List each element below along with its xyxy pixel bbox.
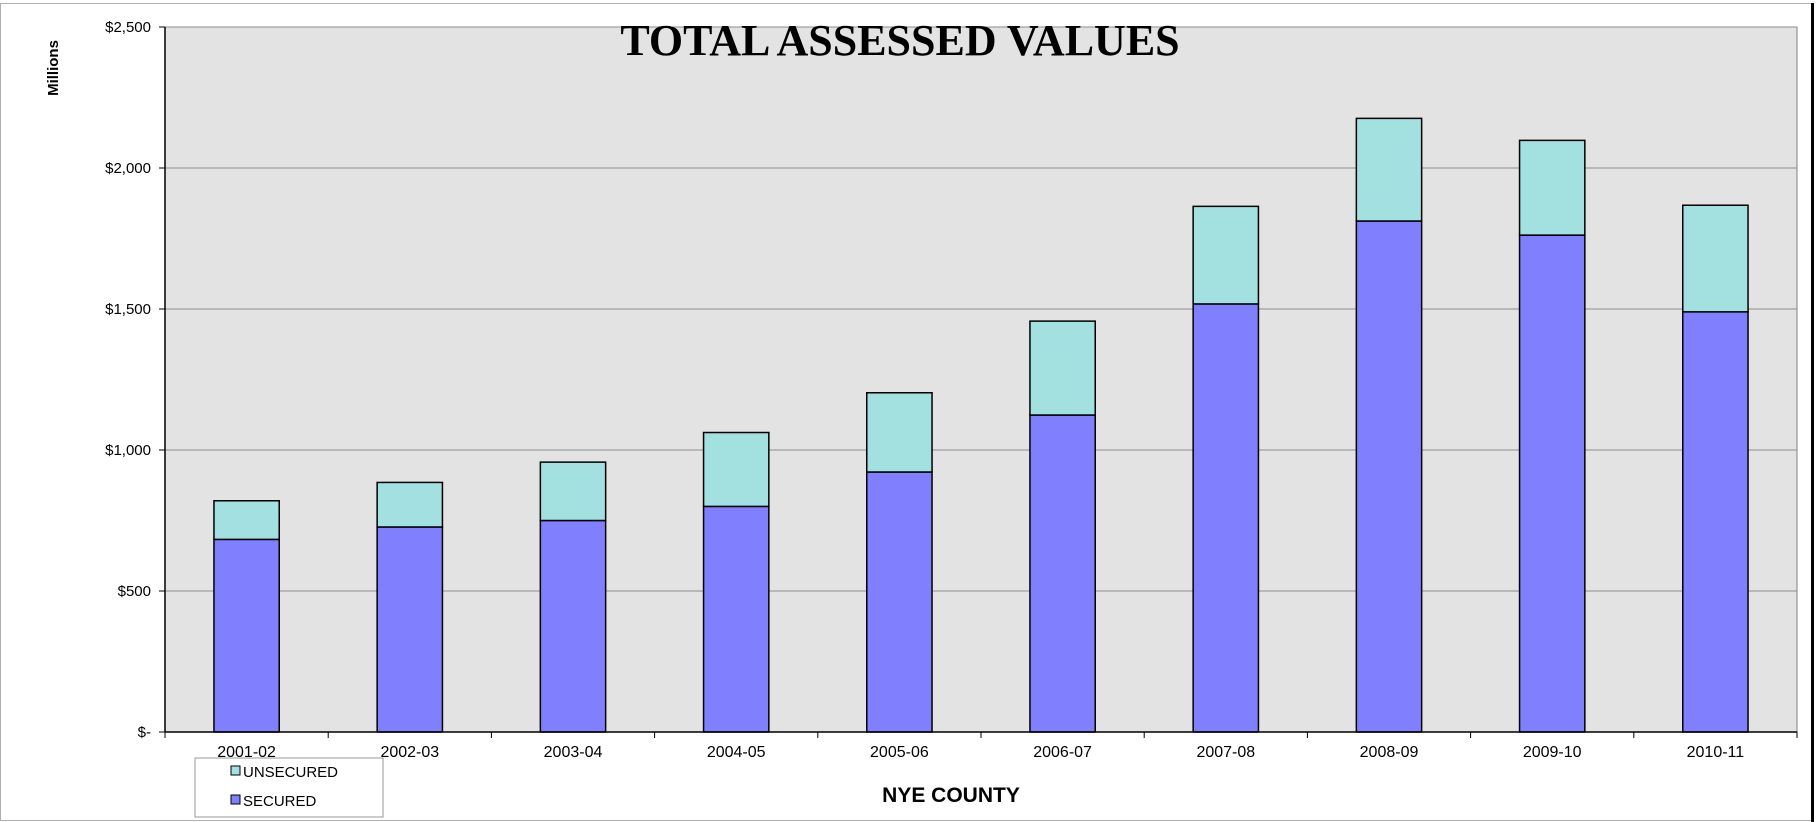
bar-secured-2009-10 bbox=[1518, 234, 1586, 733]
bar-unsecured-2004-05 bbox=[702, 431, 770, 508]
x-tick-label: 2010-11 bbox=[1687, 744, 1745, 761]
y-tick-label: $2,000 bbox=[105, 160, 151, 177]
bar-secured-2001-02 bbox=[213, 538, 280, 733]
x-tick-label: 2007-08 bbox=[1196, 744, 1255, 761]
y-tick-label: $1,500 bbox=[105, 301, 151, 318]
y-tick-label: $2,500 bbox=[105, 19, 151, 36]
bar-unsecured-2007-08 bbox=[1192, 205, 1260, 305]
y-tick-label: $1,000 bbox=[105, 442, 151, 459]
x-tick-label: 2006-07 bbox=[1033, 744, 1092, 761]
x-axis-label: NYE COUNTY bbox=[882, 784, 1020, 807]
x-axis: 2001-02 2002-03 2003-04 2004-05 2005-06 2006-… bbox=[164, 731, 1798, 761]
bar-unsecured-2008-09 bbox=[1355, 117, 1423, 222]
chart-title: TOTAL ASSESSED VALUES bbox=[620, 16, 1179, 65]
y-axis-label: Millions bbox=[45, 40, 62, 96]
bar-unsecured-2003-04 bbox=[539, 461, 607, 522]
legend-swatch-secured bbox=[230, 794, 241, 805]
x-tick-label: 2003-04 bbox=[544, 744, 603, 761]
x-tick-label: 2009-10 bbox=[1523, 744, 1582, 761]
x-tick-label: 2002-03 bbox=[380, 744, 439, 761]
bar-unsecured-2001-02 bbox=[213, 500, 280, 541]
x-tick-label: 2005-06 bbox=[870, 744, 929, 761]
legend-label-unsecured: UNSECURED bbox=[243, 764, 338, 781]
x-tick-label: 2004-05 bbox=[707, 744, 766, 761]
bar-secured-2010-11 bbox=[1682, 311, 1749, 733]
legend: UNSECURED SECURED bbox=[194, 757, 384, 818]
bar-secured-2007-08 bbox=[1192, 303, 1260, 733]
bar-secured-2002-03 bbox=[376, 526, 444, 733]
bar-unsecured-2009-10 bbox=[1518, 139, 1586, 236]
bar-unsecured-2010-11 bbox=[1682, 204, 1749, 313]
bar-unsecured-2006-07 bbox=[1029, 320, 1096, 416]
bar-unsecured-2005-06 bbox=[866, 392, 933, 473]
bars bbox=[213, 117, 1749, 733]
y-axis: $- $500 $1,000 $1,500 $2,000 $2,500 bbox=[105, 19, 166, 741]
bar-secured-2005-06 bbox=[866, 471, 933, 733]
bar-secured-2006-07 bbox=[1029, 414, 1096, 733]
legend-label-secured: SECURED bbox=[243, 793, 317, 810]
bar-unsecured-2002-03 bbox=[376, 481, 444, 528]
right-edge-bar bbox=[1811, 3, 1814, 822]
bar-secured-2008-09 bbox=[1355, 220, 1423, 733]
bar-secured-2004-05 bbox=[702, 505, 770, 733]
y-tick-label: $500 bbox=[118, 583, 151, 600]
legend-swatch-unsecured bbox=[230, 765, 241, 776]
x-tick-label: 2008-09 bbox=[1360, 744, 1419, 761]
legend-box bbox=[194, 757, 384, 818]
x-tick-label: 2001-02 bbox=[217, 744, 276, 761]
bar-secured-2003-04 bbox=[539, 519, 607, 733]
y-tick-label: $- bbox=[138, 724, 151, 741]
